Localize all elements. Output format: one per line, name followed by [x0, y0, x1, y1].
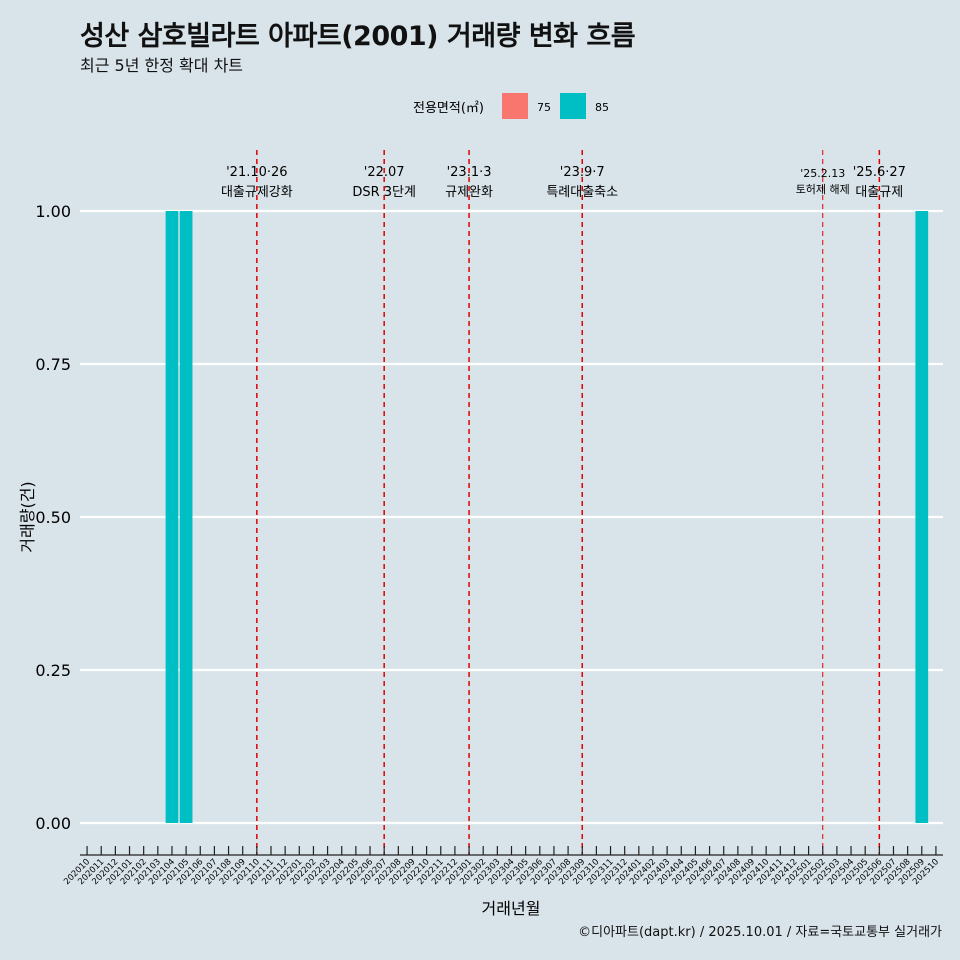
- event-label: 특례대출축소: [546, 185, 618, 200]
- event-label: 규제완화: [445, 185, 493, 200]
- x-axis-label: 거래년월: [482, 899, 541, 918]
- event-date: '25.6·27: [853, 165, 906, 180]
- legend-label-75: 75: [537, 101, 551, 114]
- bar-202104: [165, 211, 179, 823]
- grid-lines: [80, 209, 943, 825]
- event-label: 대출규제: [855, 185, 903, 200]
- y-tick-label: 1.00: [35, 202, 71, 221]
- event-date: '25.2.13: [800, 167, 845, 180]
- y-tick-label: 0.00: [35, 814, 71, 833]
- y-axis-label: 거래량(건): [18, 481, 37, 552]
- event-label: DSR 3단계: [352, 185, 416, 200]
- event-date: '23.1·3: [447, 165, 492, 180]
- source-caption: ©디아파트(dapt.kr) / 2025.10.01 / 자료=국토교통부 실…: [578, 925, 942, 940]
- legend-label-85: 85: [595, 101, 609, 114]
- chart-subtitle: 최근 5년 한정 확대 차트: [80, 56, 244, 75]
- event-date: '21.10·26: [226, 165, 287, 180]
- axes: 0.000.250.500.751.0020201020201120201220…: [35, 202, 943, 887]
- legend-title: 전용면적(㎡): [413, 101, 484, 116]
- y-tick-label: 0.25: [35, 661, 71, 680]
- event-label: 토허제 해제: [796, 182, 850, 196]
- chart-title: 성산 삼호빌라트 아파트(2001) 거래량 변화 흐름: [80, 21, 636, 52]
- event-lines: '21.10·26 대출규제강화 '22.07 DSR 3단계 '23.1·3 규제완화 '…: [221, 150, 906, 855]
- legend: 전용면적(㎡) 75 85: [413, 93, 609, 119]
- y-tick-label: 0.50: [35, 508, 71, 527]
- event-label: 대출규제강화: [221, 185, 293, 200]
- bar-202509: [915, 211, 929, 823]
- bar-202105: [179, 211, 193, 823]
- legend-swatch-85: [560, 93, 586, 119]
- legend-swatch-75: [502, 93, 528, 119]
- bars: [165, 211, 929, 823]
- y-tick-label: 0.75: [35, 355, 71, 374]
- event-date: '22.07: [364, 165, 405, 180]
- event-date: '23.9·7: [560, 165, 605, 180]
